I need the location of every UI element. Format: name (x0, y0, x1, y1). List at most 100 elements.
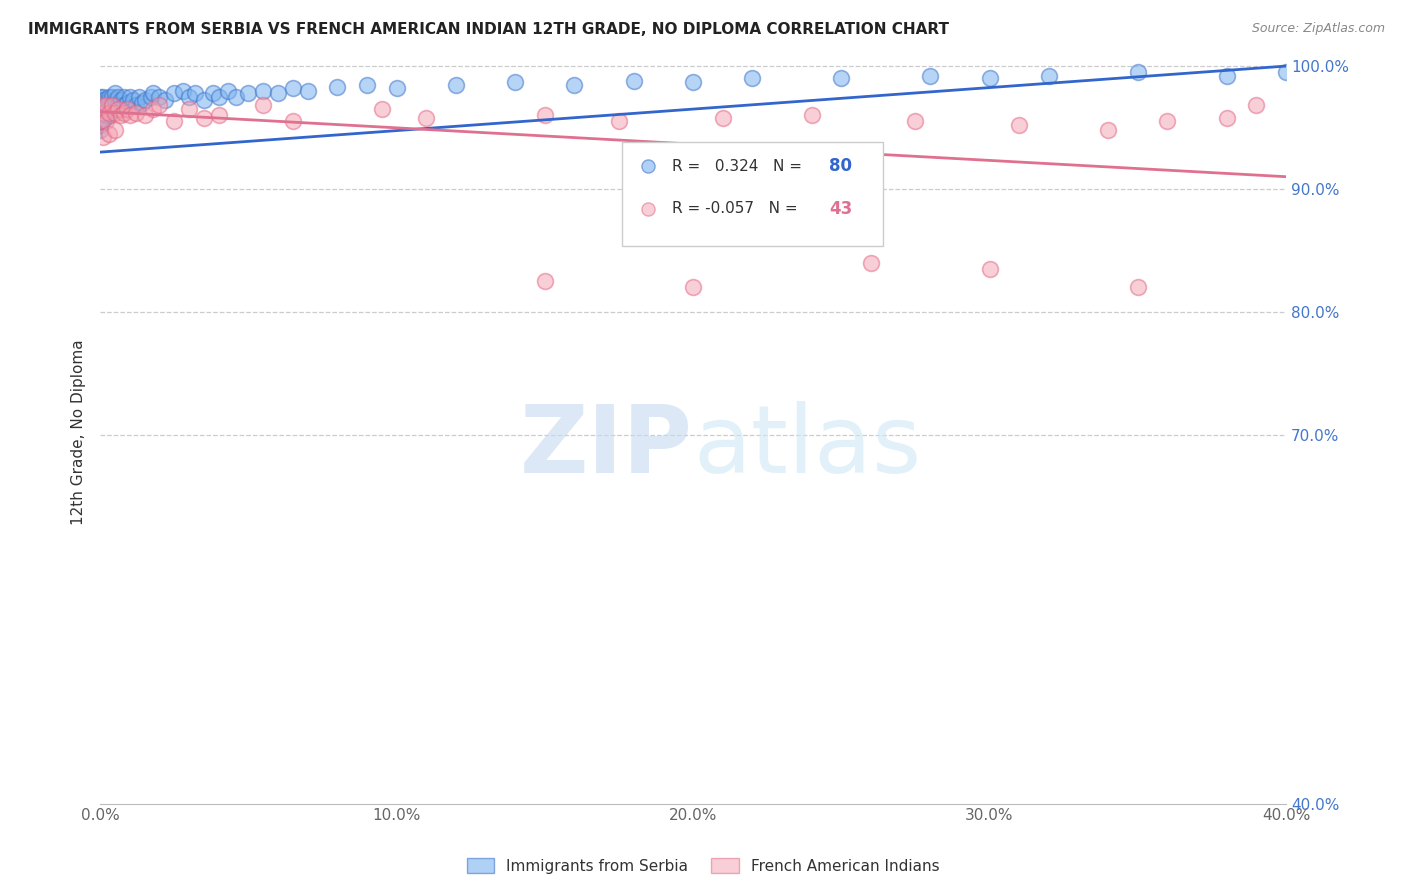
Point (98, 105, 121, 120)
Point (1038, 69, 1060, 83)
Point (741, 71, 763, 86)
Point (139, 90, 162, 104)
Point (184, 86, 207, 100)
Point (125, 105, 148, 120)
Point (89, 94, 111, 108)
Text: IMMIGRANTS FROM SERBIA VS FRENCH AMERICAN INDIAN 12TH GRADE, NO DIPLOMA CORRELAT: IMMIGRANTS FROM SERBIA VS FRENCH AMERICA… (28, 22, 949, 37)
Point (98, 90, 121, 104)
Point (101, 102, 124, 116)
Point (1126, 65, 1149, 79)
Point (238, 86, 260, 100)
Point (1126, 280, 1149, 294)
Point (112, 105, 135, 120)
Point (91, 114, 114, 128)
Point (98, 127, 121, 141)
Point (98, 98, 121, 112)
Point (101, 98, 124, 112)
Point (979, 261, 1001, 276)
Text: Source: ZipAtlas.com: Source: ZipAtlas.com (1251, 22, 1385, 36)
Point (91, 90, 114, 104)
Point (101, 98, 124, 112)
Point (356, 78, 378, 92)
Point (94, 92, 117, 106)
Point (1215, 69, 1237, 83)
Point (110, 108, 132, 122)
Point (115, 95, 138, 110)
Point (682, 280, 704, 294)
Point (163, 86, 186, 100)
Point (1097, 123, 1119, 137)
Text: atlas: atlas (693, 401, 921, 492)
Point (193, 111, 215, 125)
Point (112, 90, 135, 104)
Text: 80: 80 (830, 157, 852, 175)
Text: R = -0.057   N =: R = -0.057 N = (672, 202, 803, 216)
Point (118, 108, 141, 122)
Point (89, 114, 111, 128)
Point (208, 108, 231, 122)
Point (110, 94, 132, 108)
Point (107, 98, 129, 112)
Point (623, 74, 645, 88)
Point (91, 102, 114, 116)
Point (107, 102, 129, 116)
Point (110, 102, 132, 116)
Point (682, 75, 704, 89)
Point (91, 94, 114, 108)
Point (125, 98, 148, 112)
Point (503, 75, 526, 89)
Point (297, 84, 319, 98)
Point (104, 105, 127, 120)
Point (94, 102, 117, 116)
Point (172, 84, 194, 98)
Point (800, 108, 823, 122)
Point (94, 98, 117, 112)
Point (98, 108, 121, 122)
Point (267, 86, 290, 100)
Point (104, 86, 127, 100)
Point (89, 114, 111, 128)
Point (859, 256, 882, 270)
Point (104, 98, 127, 112)
Point (89, 95, 111, 110)
Y-axis label: 12th Grade, No Diploma: 12th Grade, No Diploma (72, 339, 86, 524)
Point (94, 95, 117, 110)
Point (193, 94, 215, 108)
Point (142, 102, 165, 116)
Point (1008, 118, 1031, 132)
Point (533, 274, 555, 288)
Point (1246, 98, 1268, 112)
Point (177, 90, 200, 104)
Point (91, 95, 114, 110)
Point (104, 94, 127, 108)
Point (1215, 111, 1237, 125)
Point (89, 90, 111, 104)
Point (94, 98, 117, 112)
Point (564, 78, 586, 92)
Point (91, 130, 114, 145)
Point (281, 81, 304, 95)
Point (225, 90, 247, 104)
Point (107, 90, 129, 104)
Point (134, 108, 156, 122)
Point (281, 114, 304, 128)
Point (142, 86, 165, 100)
Point (118, 90, 141, 104)
Point (252, 98, 274, 112)
Point (148, 90, 170, 104)
Point (371, 102, 394, 116)
Point (91, 108, 114, 122)
Point (89, 104, 111, 119)
Point (533, 108, 555, 122)
Point (163, 114, 186, 128)
Text: ZIP: ZIP (520, 401, 693, 492)
Point (201, 86, 224, 100)
Point (112, 98, 135, 112)
Point (91, 111, 114, 125)
Point (904, 114, 927, 128)
Point (979, 71, 1001, 86)
Point (252, 84, 274, 98)
Point (607, 114, 630, 128)
Point (385, 81, 408, 95)
Point (148, 98, 170, 112)
